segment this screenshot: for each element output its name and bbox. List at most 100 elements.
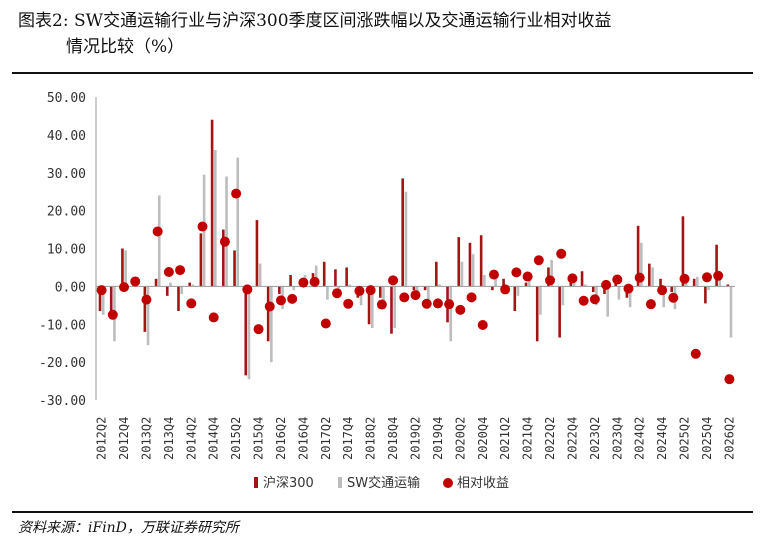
bar-hs300 xyxy=(121,248,124,287)
bar-sw-transport xyxy=(382,286,385,310)
relative-return-point xyxy=(567,273,578,284)
bar-sw-transport xyxy=(292,286,296,291)
relative-return-point xyxy=(466,292,477,303)
bar-hs300 xyxy=(726,284,730,287)
bar-sw-transport xyxy=(483,275,486,287)
bar-hs300 xyxy=(210,119,214,287)
title-line-2: 情况比较（%） xyxy=(66,37,185,57)
bar-sw-transport xyxy=(191,284,195,287)
bar-hs300 xyxy=(98,286,102,311)
bar-hs300 xyxy=(659,278,662,287)
bar-hs300 xyxy=(435,261,438,287)
x-tick-label: 2019Q2 xyxy=(409,417,423,460)
bar-hs300 xyxy=(423,286,427,291)
relative-return-point xyxy=(208,312,219,323)
bar-sw-transport xyxy=(180,286,183,294)
bar-hs300 xyxy=(670,286,674,293)
relative-return-point xyxy=(713,270,724,281)
relative-return-point xyxy=(500,284,511,295)
relative-return-point xyxy=(679,273,690,284)
bar-sw-transport xyxy=(617,286,621,300)
legend-label-sw-transport: SW交通运输 xyxy=(347,475,420,491)
x-tick-label: 2017Q4 xyxy=(341,417,355,460)
bar-hs300 xyxy=(177,286,180,311)
bar-hs300 xyxy=(715,244,718,287)
relative-return-point xyxy=(309,276,320,287)
relative-return-point xyxy=(107,309,118,320)
relative-return-point xyxy=(444,299,455,310)
bar-hs300 xyxy=(266,286,270,342)
x-tick-label: 2015Q4 xyxy=(252,417,266,460)
relative-return-point xyxy=(399,292,410,303)
bar-sw-transport xyxy=(550,259,553,287)
relative-return-point xyxy=(455,304,466,315)
relative-return-point xyxy=(365,285,376,296)
relative-return-point xyxy=(130,276,141,287)
x-tick-label: 2016Q4 xyxy=(296,417,310,460)
relative-return-point xyxy=(701,272,712,283)
bar-sw-transport xyxy=(157,195,161,287)
relative-return-point xyxy=(242,284,253,295)
bar-sw-transport xyxy=(684,282,688,287)
relative-return-point xyxy=(612,274,623,285)
bar-hs300 xyxy=(109,286,113,313)
source-note: 资料来源：iFinD，万联证券研究所 xyxy=(18,520,239,536)
x-tick-label: 2022Q2 xyxy=(543,417,557,460)
bar-sw-transport xyxy=(707,286,710,291)
relative-return-point xyxy=(488,269,499,280)
bar-sw-transport xyxy=(169,282,172,287)
bar-sw-transport xyxy=(628,286,632,308)
y-tick-label: 0.00 xyxy=(55,280,86,295)
x-tick-label: 2018Q2 xyxy=(364,417,378,460)
relative-return-point xyxy=(388,275,399,286)
bar-sw-transport xyxy=(314,265,318,287)
bar-hs300 xyxy=(334,269,337,287)
y-tick-label: -30.00 xyxy=(39,394,86,409)
bar-sw-transport xyxy=(494,278,497,287)
bar-hs300 xyxy=(412,286,416,291)
x-tick-label: 2020Q2 xyxy=(453,417,467,460)
chart-area: 50.00 40.00 30.00 20.00 10.00 0.00 -10.00 -20.0… xyxy=(39,91,736,491)
relative-return-point xyxy=(421,298,432,309)
source-divider xyxy=(12,511,753,513)
relative-return-point xyxy=(657,285,668,296)
bar-hs300 xyxy=(681,216,685,287)
bar-hs300 xyxy=(255,220,259,287)
bar-sw-transport xyxy=(460,261,464,287)
relative-return-point xyxy=(197,221,208,232)
x-tick-label: 2025Q4 xyxy=(700,417,714,460)
title-divider xyxy=(12,72,753,74)
bar-sw-transport xyxy=(404,191,408,287)
bar-hs300 xyxy=(524,282,528,287)
bar-hs300 xyxy=(244,286,248,376)
relative-return-point xyxy=(119,282,130,293)
x-tick-label: 2026Q2 xyxy=(722,417,736,460)
relative-return-point xyxy=(645,299,656,310)
bar-sw-transport xyxy=(427,286,430,308)
x-tick-label: 2024Q2 xyxy=(633,417,647,460)
bar-sw-transport xyxy=(348,284,352,287)
relative-return-point xyxy=(287,293,298,304)
legend-label-hs300: 沪深300 xyxy=(263,475,314,491)
bar-hs300 xyxy=(580,271,584,287)
relative-return-point xyxy=(152,226,163,237)
bar-hs300 xyxy=(390,286,393,334)
relative-return-point xyxy=(511,267,522,278)
bar-hs300 xyxy=(457,237,461,287)
relative-return-point xyxy=(690,348,701,359)
bar-sw-transport xyxy=(606,286,609,317)
x-tick-label: 2024Q4 xyxy=(655,417,669,460)
x-tick-label: 2013Q4 xyxy=(162,417,176,460)
legend-swatch-sw-transport xyxy=(338,477,342,488)
bar-hs300 xyxy=(636,225,640,287)
chart-title: 图表2: SW交通运输行业与沪深300季度区间涨跌幅以及交通运输行业相对收益 情… xyxy=(18,8,753,60)
x-tick-label: 2021Q2 xyxy=(498,417,512,460)
relative-return-point xyxy=(522,271,533,282)
bar-sw-transport xyxy=(516,286,520,296)
x-tick-label: 2020Q4 xyxy=(476,417,490,460)
bar-sw-transport xyxy=(270,286,273,363)
bar-sw-transport xyxy=(124,250,127,287)
relative-return-point xyxy=(477,320,488,331)
x-tick-label: 2015Q2 xyxy=(229,417,243,460)
bar-sw-transport xyxy=(236,157,240,287)
